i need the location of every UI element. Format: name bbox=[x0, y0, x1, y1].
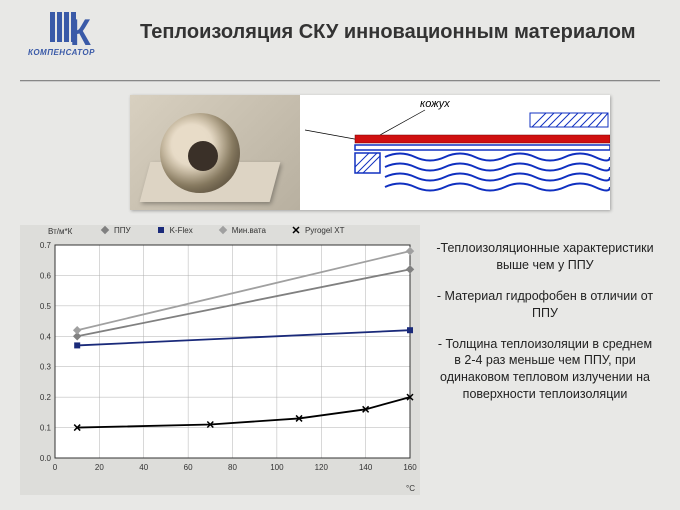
material-photo bbox=[130, 95, 300, 210]
svg-text:0.5: 0.5 bbox=[40, 302, 52, 311]
logo-text: КОМПЕНСАТОР bbox=[28, 48, 95, 57]
legend-label: Pyrogel XT bbox=[305, 226, 345, 235]
bullet-item: - Толщина теплоизоляции в среднем в 2-4 … bbox=[435, 336, 655, 404]
svg-text:0.2: 0.2 bbox=[40, 393, 52, 402]
chart-xlabel: °С bbox=[406, 484, 415, 493]
company-logo: К КОМПЕНСАТОР bbox=[20, 12, 105, 67]
illustration-row: кожух bbox=[130, 95, 610, 210]
svg-text:0.7: 0.7 bbox=[40, 241, 52, 250]
svg-text:0.6: 0.6 bbox=[40, 271, 52, 280]
chart-legend: ППУ K-Flex Мин.вата Pyrogel XT bbox=[100, 225, 345, 235]
svg-text:0.3: 0.3 bbox=[40, 363, 52, 372]
bullet-item: - Материал гидрофобен в отличии от ППУ bbox=[435, 288, 655, 322]
svg-text:60: 60 bbox=[184, 463, 193, 472]
legend-label: ППУ bbox=[114, 226, 131, 235]
svg-text:140: 140 bbox=[359, 463, 373, 472]
svg-text:0: 0 bbox=[53, 463, 58, 472]
bullet-item: -Теплоизоляционные характеристики выше ч… bbox=[435, 240, 655, 274]
svg-text:40: 40 bbox=[139, 463, 148, 472]
legend-label: Мин.вата bbox=[232, 226, 266, 235]
diagram-label: кожух bbox=[420, 98, 450, 110]
svg-text:0.0: 0.0 bbox=[40, 454, 52, 463]
svg-text:80: 80 bbox=[228, 463, 237, 472]
svg-text:160: 160 bbox=[403, 463, 417, 472]
svg-text:0.1: 0.1 bbox=[40, 424, 52, 433]
divider bbox=[20, 80, 660, 82]
svg-text:0.4: 0.4 bbox=[40, 332, 52, 341]
page-title: Теплоизоляция СКУ инновационным материал… bbox=[140, 20, 650, 45]
legend-label: K-Flex bbox=[170, 226, 193, 235]
svg-text:100: 100 bbox=[270, 463, 284, 472]
svg-text:20: 20 bbox=[95, 463, 104, 472]
svg-text:120: 120 bbox=[315, 463, 329, 472]
chart-canvas: 0 20 40 60 80 100 120 140 160 0.0 0.1 0.2 0.3 0.4 0.5 0… bbox=[20, 225, 420, 480]
chart-ylabel: Вт/м*К bbox=[48, 227, 72, 236]
technical-diagram: кожух bbox=[300, 95, 610, 210]
bullet-list: -Теплоизоляционные характеристики выше ч… bbox=[430, 225, 660, 495]
thermal-chart: Вт/м*К ППУ K-Flex Мин.вата Pyrogel XT 0 2… bbox=[20, 225, 420, 495]
